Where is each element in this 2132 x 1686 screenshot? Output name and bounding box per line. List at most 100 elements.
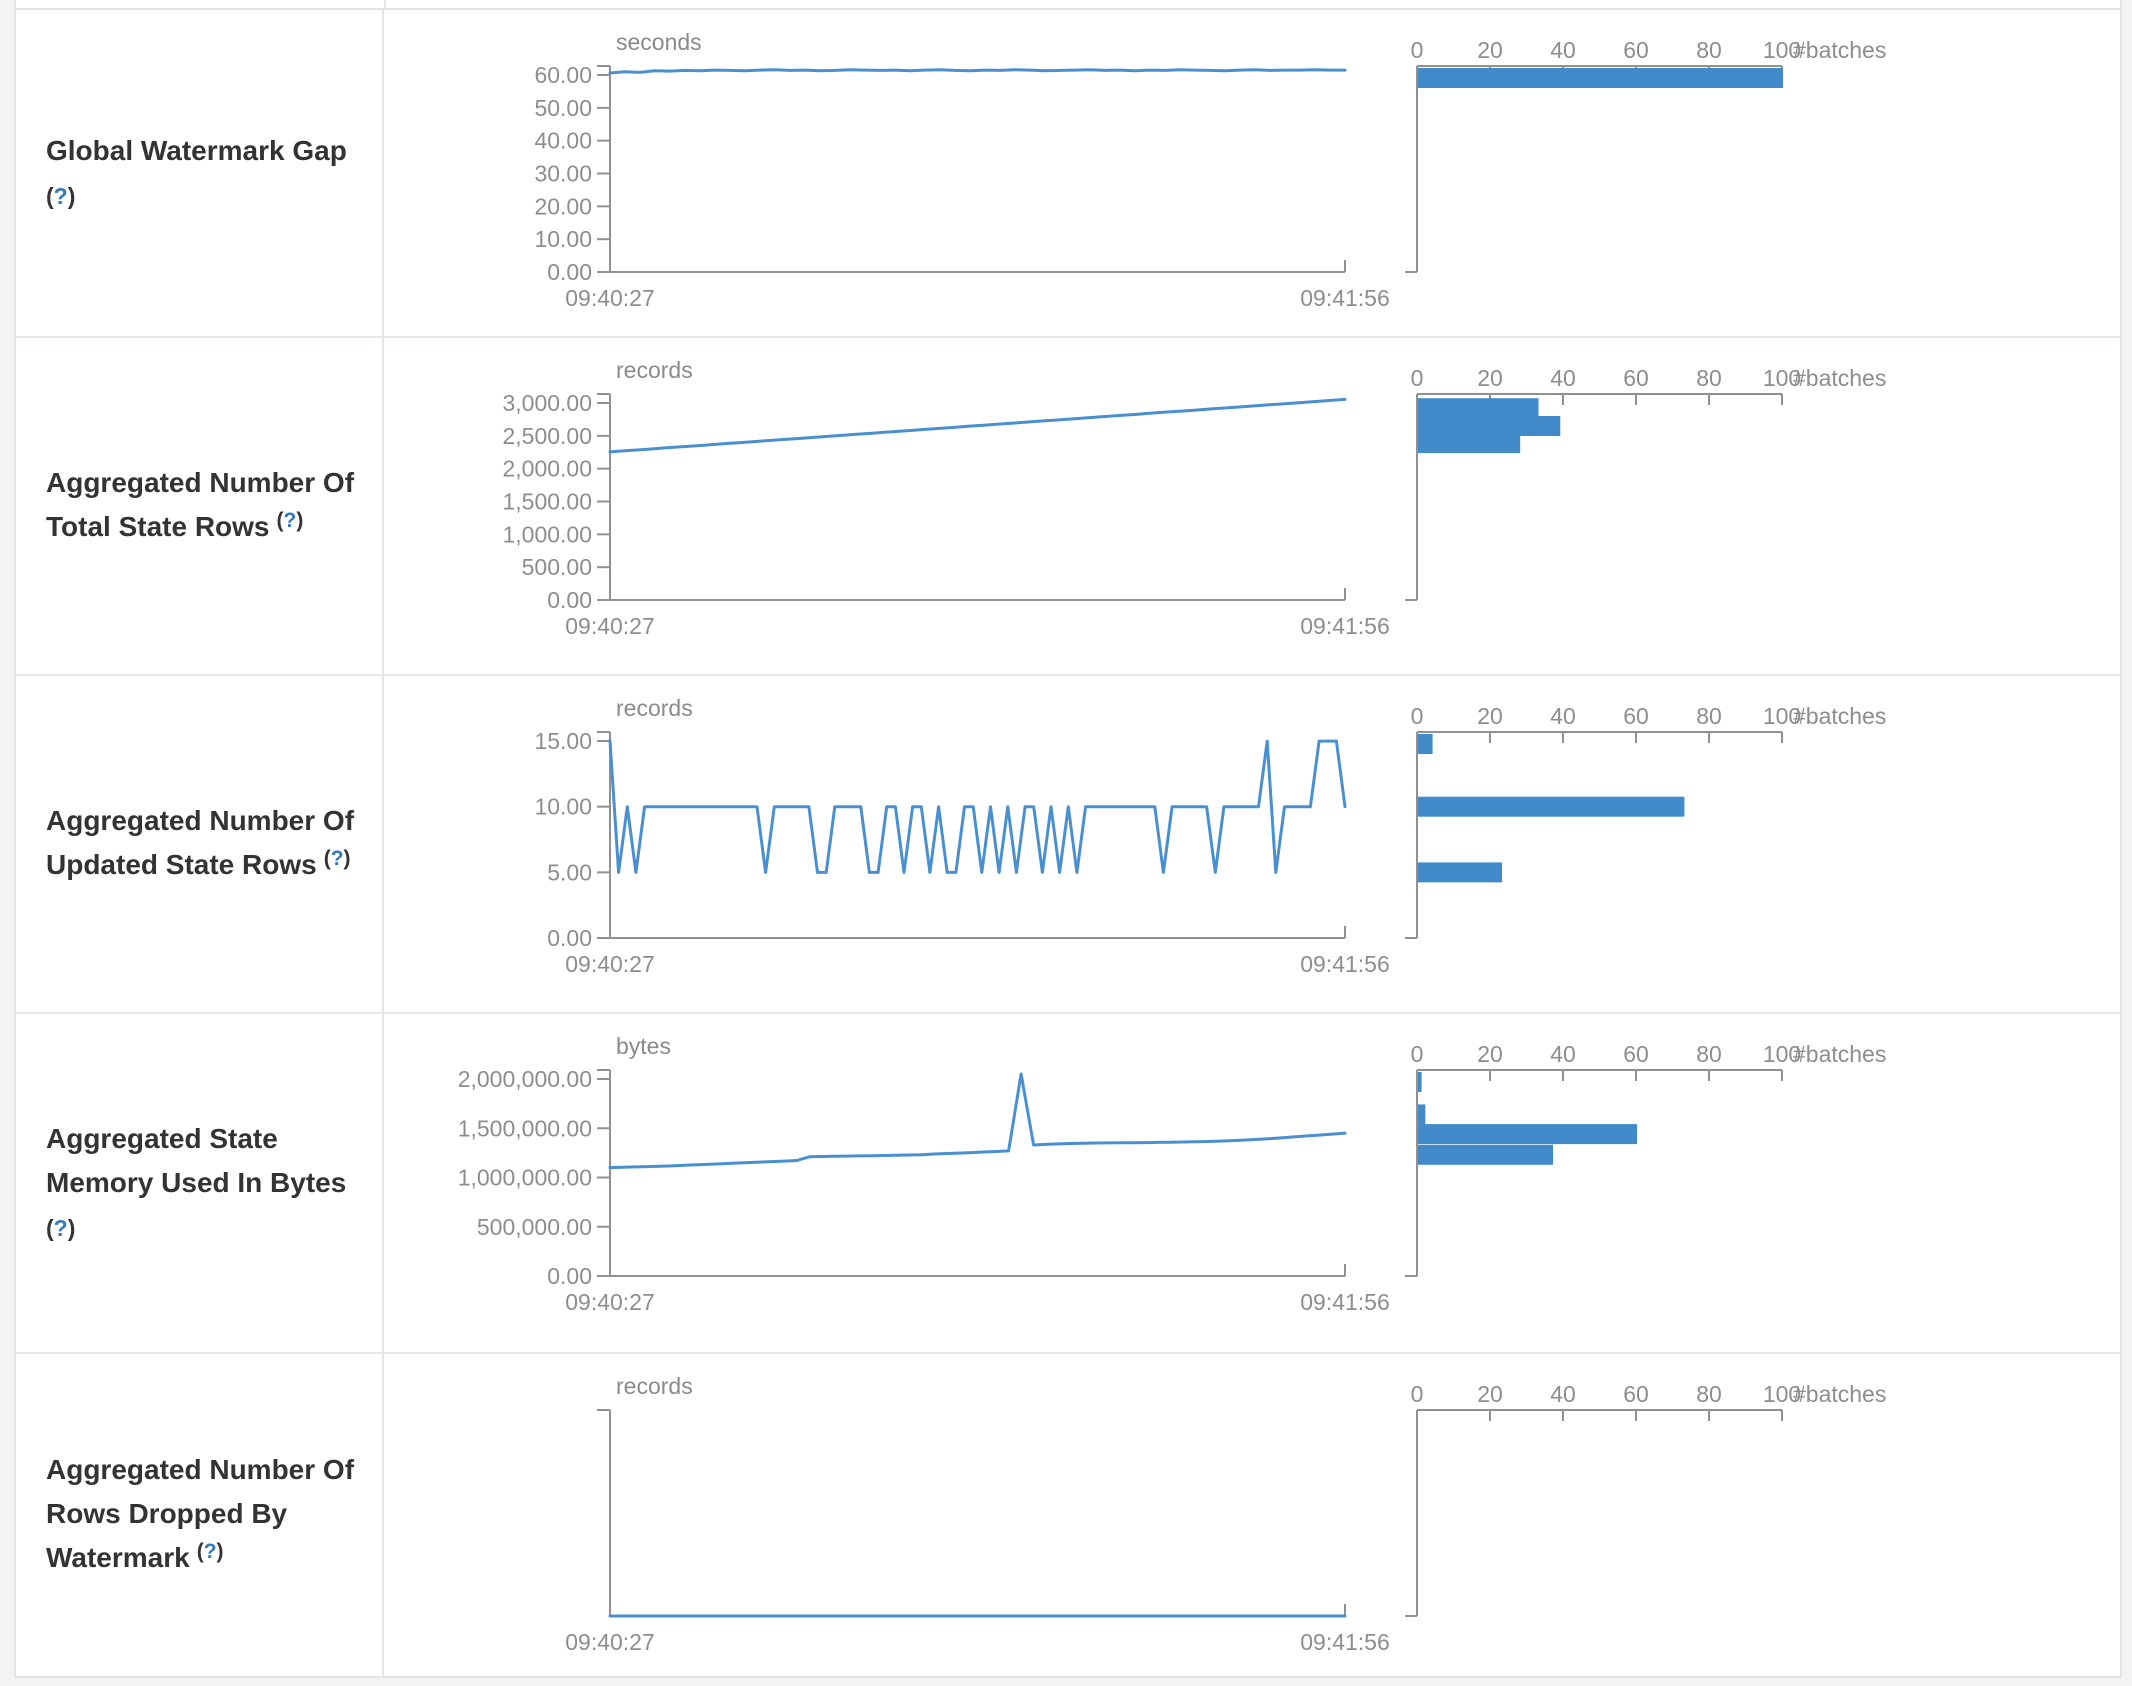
- svg-text:80: 80: [1696, 365, 1722, 391]
- svg-text:20.00: 20.00: [534, 193, 592, 219]
- svg-text:09:41:56: 09:41:56: [1300, 285, 1390, 311]
- svg-text:60: 60: [1623, 1041, 1649, 1067]
- svg-text:3,000.00: 3,000.00: [502, 390, 592, 416]
- svg-text:09:41:56: 09:41:56: [1300, 613, 1390, 639]
- svg-text:09:41:56: 09:41:56: [1300, 951, 1390, 977]
- svg-text:100: 100: [1763, 37, 1801, 63]
- svg-text:60: 60: [1623, 1381, 1649, 1407]
- svg-text:#batches: #batches: [1793, 1381, 1886, 1407]
- svg-text:60.00: 60.00: [534, 62, 592, 88]
- svg-text:80: 80: [1696, 37, 1722, 63]
- svg-text:0: 0: [1411, 703, 1424, 729]
- svg-text:#batches: #batches: [1793, 1041, 1886, 1067]
- svg-text:09:40:27: 09:40:27: [565, 613, 655, 639]
- svg-text:2,000.00: 2,000.00: [502, 456, 592, 482]
- metric-label-cell: Global Watermark Gap (?): [16, 10, 384, 336]
- svg-text:2,500.00: 2,500.00: [502, 423, 592, 449]
- svg-text:20: 20: [1477, 37, 1503, 63]
- metric-label-text: Watermark: [46, 1541, 190, 1573]
- timeline-and-histogram-chart: records 3,000.00 2,500.00 2,000.00 1,500.00 1…: [502, 357, 1886, 639]
- metric-label: Aggregated Number Of Updated State Rows (?…: [46, 804, 355, 880]
- svg-text:0.00: 0.00: [547, 1263, 592, 1289]
- svg-text:100: 100: [1763, 1381, 1801, 1407]
- svg-text:09:41:56: 09:41:56: [1300, 1289, 1390, 1315]
- table-border-stub: [2120, 0, 2122, 8]
- svg-text:500.00: 500.00: [522, 554, 592, 580]
- svg-text:100: 100: [1763, 1041, 1801, 1067]
- svg-text:100: 100: [1763, 365, 1801, 391]
- svg-text:20: 20: [1477, 1041, 1503, 1067]
- timeline-and-histogram-chart: seconds 60.00 50.00 40.00 30.00 20.00 10.00 0.0…: [534, 29, 1886, 311]
- svg-text:50.00: 50.00: [534, 95, 592, 121]
- svg-text:0: 0: [1411, 1041, 1424, 1067]
- metric-row-state-memory-used: Aggregated State Memory Used In Bytes (?) …: [16, 1014, 2120, 1354]
- metric-row-rows-dropped-by-watermark: Aggregated Number Of Rows Dropped By Water…: [16, 1354, 2120, 1676]
- metric-row-total-state-rows: Aggregated Number Of Total State Rows (?) …: [16, 338, 2120, 676]
- svg-text:#batches: #batches: [1793, 365, 1886, 391]
- svg-text:1,500.00: 1,500.00: [502, 489, 592, 515]
- svg-text:40: 40: [1550, 1041, 1576, 1067]
- metric-chart-cell: seconds 60.00 50.00 40.00 30.00 20.00 10.00 0.0…: [384, 10, 2120, 336]
- svg-text:1,000.00: 1,000.00: [502, 521, 592, 547]
- help-link[interactable]: (?): [46, 1214, 76, 1241]
- svg-text:0.00: 0.00: [547, 925, 592, 951]
- metric-row-global-watermark-gap: Global Watermark Gap (?) seconds 60.00 50.0…: [16, 10, 2120, 338]
- svg-text:20: 20: [1477, 365, 1503, 391]
- svg-text:60: 60: [1623, 37, 1649, 63]
- metric-chart-cell: bytes 2,000,000.00 1,500,000.00 1,000,000.0…: [384, 1014, 2120, 1352]
- svg-text:20: 20: [1477, 1381, 1503, 1407]
- svg-text:60: 60: [1623, 703, 1649, 729]
- metric-label-cell: Aggregated State Memory Used In Bytes (?): [16, 1014, 384, 1352]
- svg-text:#batches: #batches: [1793, 37, 1886, 63]
- svg-text:80: 80: [1696, 1041, 1722, 1067]
- metric-chart-cell: records 15.00 10.00 5.00 0.00 09:40:27 09:41:5…: [384, 676, 2120, 1012]
- timeline-and-histogram-chart: records 09:40:27 09:41:56 0 20 40 60 80 100#batc…: [565, 1373, 1886, 1655]
- metric-label-text: Total State Rows: [46, 510, 270, 542]
- help-link[interactable]: (?): [46, 182, 76, 209]
- metric-chart-cell: records 3,000.00 2,500.00 2,000.00 1,500.00 1…: [384, 338, 2120, 674]
- timeline-and-histogram-chart: bytes 2,000,000.00 1,500,000.00 1,000,000.0…: [458, 1033, 1887, 1315]
- table-border-stub: [14, 0, 16, 8]
- svg-text:0: 0: [1411, 37, 1424, 63]
- svg-text:09:41:56: 09:41:56: [1300, 1629, 1390, 1655]
- svg-text:40: 40: [1550, 37, 1576, 63]
- svg-text:0.00: 0.00: [547, 259, 592, 285]
- svg-text:40.00: 40.00: [534, 128, 592, 154]
- svg-text:bytes: bytes: [616, 1033, 671, 1059]
- svg-text:09:40:27: 09:40:27: [565, 285, 655, 311]
- svg-text:15.00: 15.00: [534, 728, 592, 754]
- svg-text:5.00: 5.00: [547, 859, 592, 885]
- metric-label-text: Updated State Rows: [46, 848, 317, 880]
- svg-text:records: records: [616, 1373, 693, 1399]
- help-link[interactable]: (?): [323, 846, 351, 870]
- metric-row-updated-state-rows: Aggregated Number Of Updated State Rows (?…: [16, 676, 2120, 1014]
- svg-text:20: 20: [1477, 703, 1503, 729]
- svg-text:09:40:27: 09:40:27: [565, 951, 655, 977]
- metric-label-cell: Aggregated Number Of Updated State Rows (?…: [16, 676, 384, 1012]
- svg-text:0: 0: [1411, 1381, 1424, 1407]
- metric-label: Aggregated Number Of Rows Dropped By Water…: [46, 1453, 355, 1573]
- svg-text:40: 40: [1550, 703, 1576, 729]
- help-link[interactable]: (?): [196, 1539, 224, 1563]
- help-link[interactable]: (?): [276, 508, 304, 532]
- svg-text:1,500,000.00: 1,500,000.00: [458, 1115, 592, 1141]
- svg-text:100: 100: [1763, 703, 1801, 729]
- svg-text:60: 60: [1623, 365, 1649, 391]
- svg-text:records: records: [616, 695, 693, 721]
- metric-label-cell: Aggregated Number Of Total State Rows (?): [16, 338, 384, 674]
- svg-text:10.00: 10.00: [534, 226, 592, 252]
- svg-text:records: records: [616, 357, 693, 383]
- svg-text:2,000,000.00: 2,000,000.00: [458, 1066, 592, 1092]
- svg-text:40: 40: [1550, 365, 1576, 391]
- svg-text:80: 80: [1696, 703, 1722, 729]
- svg-text:09:40:27: 09:40:27: [565, 1289, 655, 1315]
- cropped-row-top-strip: [14, 0, 2122, 8]
- svg-text:0: 0: [1411, 365, 1424, 391]
- svg-text:80: 80: [1696, 1381, 1722, 1407]
- metric-label-cell: Aggregated Number Of Rows Dropped By Water…: [16, 1354, 384, 1676]
- metrics-table: Global Watermark Gap (?) seconds 60.00 50.0…: [14, 8, 2122, 1678]
- metric-label: Aggregated State Memory Used In Bytes (?): [46, 1122, 347, 1241]
- svg-text:30.00: 30.00: [534, 161, 592, 187]
